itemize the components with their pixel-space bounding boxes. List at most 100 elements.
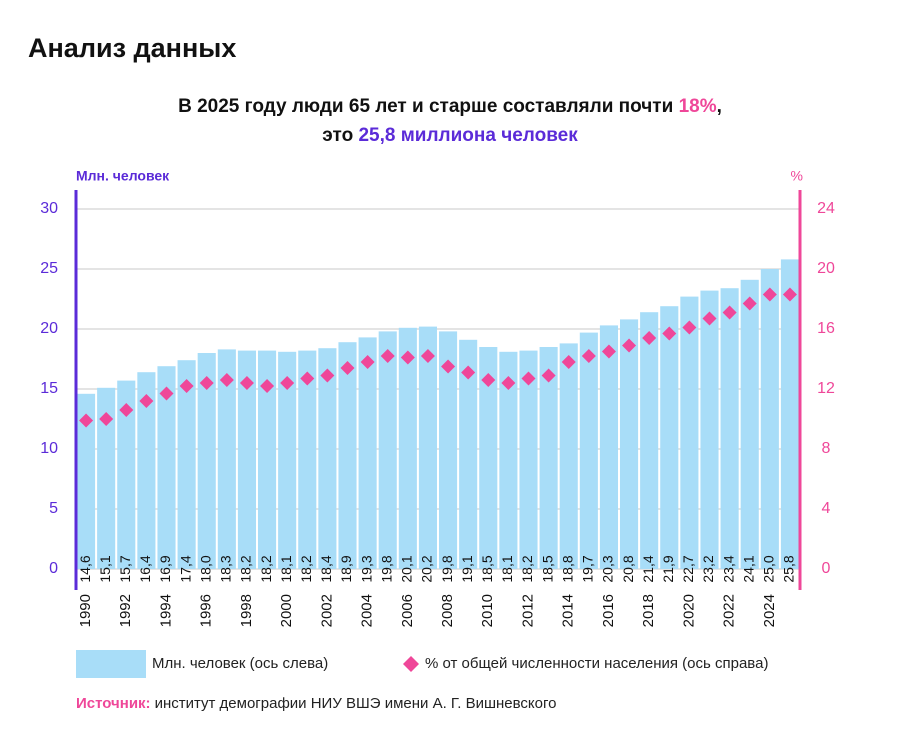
bar bbox=[358, 337, 377, 569]
x-tick-label: 2002 bbox=[318, 594, 335, 627]
bar bbox=[177, 360, 196, 569]
x-tick-label: 2024 bbox=[761, 594, 778, 627]
bar bbox=[479, 347, 498, 569]
diamond-marker bbox=[481, 373, 496, 387]
x-tick-label: 1996 bbox=[198, 594, 215, 627]
y-tick-label: 25 bbox=[40, 260, 58, 277]
value-label: 15,1 bbox=[97, 555, 113, 582]
y-tick-label: 5 bbox=[49, 500, 58, 517]
title-text: , bbox=[717, 96, 722, 117]
title-highlight: 18% bbox=[679, 96, 717, 117]
value-label: 19,3 bbox=[358, 555, 374, 582]
bar bbox=[338, 342, 357, 569]
value-label: 22,7 bbox=[680, 555, 696, 582]
value-label: 18,2 bbox=[298, 555, 314, 582]
value-label: 20,8 bbox=[620, 555, 636, 582]
x-tick-label: 2020 bbox=[680, 594, 697, 627]
diamond-marker bbox=[179, 379, 194, 393]
y-tick-label: 30 bbox=[40, 200, 58, 217]
title-text: В 2025 году люди 65 лет и старше составл… bbox=[178, 96, 678, 117]
value-label: 15,7 bbox=[117, 555, 133, 582]
y2-tick-label: 4 bbox=[822, 500, 831, 517]
diamond-marker bbox=[461, 365, 476, 380]
value-label: 19,1 bbox=[459, 555, 475, 582]
diamond-marker bbox=[581, 349, 596, 363]
value-label: 18,5 bbox=[539, 555, 555, 582]
value-label: 18,2 bbox=[519, 555, 535, 582]
diamond-marker bbox=[280, 376, 295, 390]
value-label: 19,7 bbox=[580, 555, 596, 582]
diamond-marker bbox=[601, 344, 616, 359]
value-label: 18,1 bbox=[499, 555, 515, 582]
bar bbox=[459, 339, 478, 569]
bar bbox=[660, 306, 679, 569]
bar bbox=[258, 350, 277, 569]
x-tick-label: 2022 bbox=[721, 594, 738, 627]
bar bbox=[599, 325, 618, 569]
bar bbox=[298, 350, 317, 569]
value-label: 14,6 bbox=[77, 555, 93, 582]
value-label: 18,1 bbox=[278, 555, 294, 582]
diamond-marker bbox=[561, 355, 576, 369]
bar bbox=[720, 288, 739, 569]
y2-tick-label: 24 bbox=[817, 200, 835, 217]
bar bbox=[157, 366, 176, 569]
y2-tick-label: 0 bbox=[822, 560, 831, 577]
diamond-marker bbox=[702, 311, 717, 326]
value-label: 18,0 bbox=[197, 555, 213, 582]
diamond-marker bbox=[400, 350, 415, 365]
bar bbox=[579, 332, 598, 569]
x-tick-label: 2000 bbox=[278, 594, 295, 627]
value-label: 17,4 bbox=[177, 555, 193, 582]
source: Источник: институт демографии НИУ ВШЭ име… bbox=[76, 695, 556, 712]
legend-label: Млн. человек (ось слева) bbox=[152, 655, 328, 672]
y-tick-label: 15 bbox=[40, 380, 58, 397]
y-tick-label: 10 bbox=[40, 440, 58, 457]
diamond-marker bbox=[642, 331, 657, 345]
value-label: 18,3 bbox=[218, 555, 234, 582]
value-label: 18,4 bbox=[318, 555, 334, 582]
value-label: 23,4 bbox=[720, 555, 736, 582]
y2-tick-label: 20 bbox=[817, 260, 835, 277]
x-tick-label: 2016 bbox=[600, 594, 617, 627]
bar bbox=[378, 331, 397, 569]
diamond-marker bbox=[99, 412, 114, 426]
value-label: 21,4 bbox=[640, 555, 656, 582]
diamond-marker bbox=[742, 296, 757, 311]
bar bbox=[780, 259, 799, 569]
y2-tick-label: 8 bbox=[822, 440, 831, 457]
bar bbox=[499, 351, 518, 569]
bar bbox=[559, 343, 578, 569]
value-label: 16,4 bbox=[137, 555, 153, 582]
legend-label: % от общей численности населения (ось сп… bbox=[425, 655, 768, 672]
diamond-marker bbox=[159, 386, 174, 401]
diamond-marker bbox=[119, 403, 134, 417]
value-label: 20,2 bbox=[419, 555, 435, 582]
source-label: Источник: bbox=[76, 695, 151, 712]
diamond-marker bbox=[219, 373, 234, 387]
value-label: 18,2 bbox=[258, 555, 274, 582]
value-label: 25,0 bbox=[761, 555, 777, 582]
bar bbox=[137, 372, 156, 569]
diamond-marker bbox=[260, 379, 275, 393]
diamond-marker bbox=[420, 349, 435, 363]
value-label: 16,9 bbox=[157, 555, 173, 582]
y-tick-label: 20 bbox=[40, 320, 58, 337]
title-highlight: 25,8 миллиона человек bbox=[358, 125, 578, 146]
y-tick-label: 0 bbox=[49, 560, 58, 577]
bar bbox=[278, 351, 297, 569]
bar bbox=[680, 296, 699, 569]
value-label: 20,1 bbox=[399, 555, 415, 582]
y2-tick-label: 16 bbox=[817, 320, 835, 337]
x-tick-label: 2012 bbox=[519, 594, 536, 627]
value-label: 19,8 bbox=[378, 555, 394, 582]
bar bbox=[197, 353, 216, 569]
value-label: 18,8 bbox=[559, 555, 575, 582]
diamond-marker bbox=[541, 368, 556, 383]
value-label: 18,9 bbox=[338, 555, 354, 582]
bar bbox=[760, 269, 779, 569]
chart-title: это 25,8 миллиона человек bbox=[322, 125, 578, 146]
y2-tick-label: 12 bbox=[817, 380, 835, 397]
value-label: 18,5 bbox=[479, 555, 495, 582]
